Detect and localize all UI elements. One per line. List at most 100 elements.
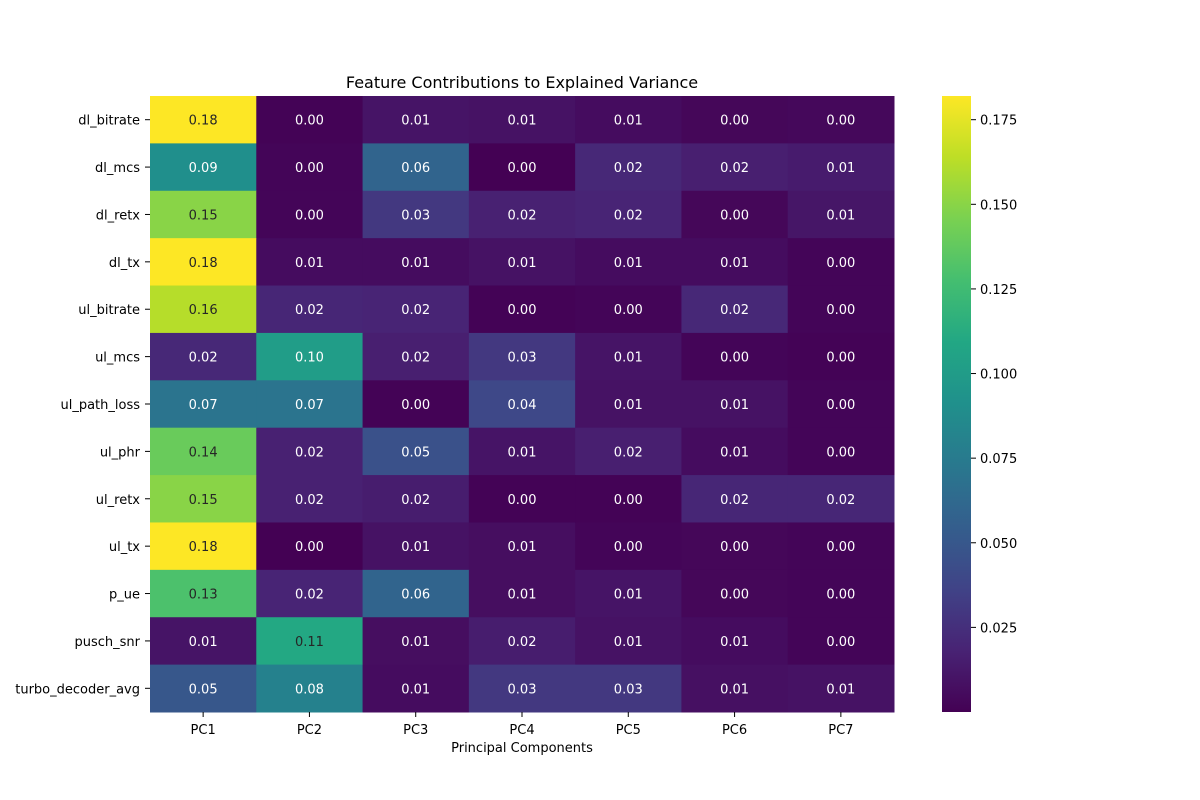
- y-tick-label: ul_path_loss: [60, 398, 140, 413]
- heatmap-cell: [362, 617, 470, 666]
- heatmap-cell: [575, 332, 682, 381]
- heatmap-cell: [681, 190, 789, 239]
- cell-value-label: 0.02: [720, 161, 749, 176]
- heatmap-cell: [468, 380, 576, 429]
- cell-value-label: 0.02: [401, 351, 430, 366]
- cell-value-label: 0.06: [401, 588, 430, 603]
- cell-value-label: 0.00: [295, 540, 324, 555]
- cell-value-label: 0.00: [508, 303, 537, 318]
- heatmap-cell: [256, 569, 364, 618]
- heatmap-cell: [362, 238, 470, 287]
- cell-value-label: 0.01: [614, 114, 643, 129]
- cell-value-label: 0.03: [614, 682, 643, 697]
- heatmap-cell: [150, 380, 257, 429]
- heatmap-cell: [681, 664, 789, 713]
- heatmap-cell: [468, 190, 576, 239]
- cell-value-label: 0.01: [826, 161, 855, 176]
- x-tick-label: PC4: [509, 723, 534, 738]
- cell-value-label: 0.01: [614, 256, 643, 271]
- heatmap-cell: [468, 332, 576, 381]
- heatmap-cell: [681, 332, 789, 381]
- y-tick-label: ul_bitrate: [78, 303, 140, 318]
- y-tick-label: ul_tx: [109, 540, 140, 555]
- cell-value-label: 0.00: [826, 351, 855, 366]
- cell-value-label: 0.14: [189, 445, 218, 460]
- heatmap-cell: [362, 96, 470, 144]
- y-tick-label: ul_phr: [100, 445, 141, 460]
- heatmap-cell: [787, 96, 895, 144]
- cell-value-label: 0.00: [295, 161, 324, 176]
- cell-value-label: 0.07: [189, 398, 218, 413]
- heatmap-cell: [468, 427, 576, 476]
- cell-value-label: 0.02: [826, 493, 855, 508]
- y-tick-label: pusch_snr: [74, 635, 140, 650]
- colorbar-tick-label: 0.175: [980, 114, 1017, 129]
- heatmap-cell: [575, 475, 682, 523]
- heatmap-cell: [256, 427, 364, 476]
- cell-value-label: 0.02: [614, 445, 643, 460]
- heatmap-cell: [575, 617, 682, 666]
- cell-value-label: 0.00: [508, 161, 537, 176]
- heatmap-cell: [150, 569, 257, 618]
- cell-value-label: 0.00: [826, 540, 855, 555]
- heatmap-cell: [468, 522, 576, 571]
- heatmap-cell: [256, 96, 364, 144]
- cell-value-label: 0.15: [189, 493, 218, 508]
- cell-value-label: 0.01: [614, 588, 643, 603]
- cell-value-label: 0.04: [508, 398, 537, 413]
- cell-value-label: 0.00: [826, 635, 855, 650]
- heatmap-cell: [150, 475, 257, 523]
- cell-value-label: 0.00: [401, 398, 430, 413]
- heatmap-cell: [575, 143, 682, 192]
- cell-value-label: 0.05: [189, 682, 218, 697]
- heatmap-cell: [575, 285, 682, 334]
- heatmap-cell: [362, 427, 470, 476]
- colorbar-tick-label: 0.100: [980, 368, 1017, 383]
- heatmap-cell: [681, 143, 789, 192]
- heatmap-cell: [362, 380, 470, 429]
- heatmap-cell: [256, 380, 364, 429]
- cell-value-label: 0.02: [401, 493, 430, 508]
- cell-value-label: 0.18: [189, 256, 218, 271]
- heatmap-cell: [787, 569, 895, 618]
- heatmap-cell: [150, 143, 257, 192]
- cell-value-label: 0.06: [401, 161, 430, 176]
- y-tick-label: ul_retx: [96, 493, 141, 508]
- heatmap-cell: [362, 190, 470, 239]
- cell-value-label: 0.01: [826, 208, 855, 223]
- colorbar-tick-label: 0.025: [980, 621, 1017, 636]
- colorbar-tick-label: 0.050: [980, 537, 1017, 552]
- heatmap-cell: [256, 522, 364, 571]
- heatmap-cell: [787, 522, 895, 571]
- x-axis-label: Principal Components: [451, 741, 593, 756]
- cell-value-label: 0.01: [508, 540, 537, 555]
- heatmap-cell: [787, 238, 895, 287]
- heatmap-cell: [575, 427, 682, 476]
- cell-value-label: 0.02: [189, 351, 218, 366]
- cell-value-label: 0.13: [189, 588, 218, 603]
- cell-value-label: 0.18: [189, 540, 218, 555]
- cell-value-label: 0.00: [826, 588, 855, 603]
- cell-value-label: 0.01: [508, 114, 537, 129]
- cell-value-label: 0.02: [401, 303, 430, 318]
- cell-value-label: 0.01: [508, 256, 537, 271]
- colorbar-gradient: [942, 96, 971, 712]
- heatmap-cell: [362, 475, 470, 523]
- column-labels: PC1 PC2 PC3 PC4 PC5 PC6 PC7: [191, 712, 853, 738]
- heatmap-cell: [256, 617, 364, 666]
- x-tick-label: PC5: [616, 723, 641, 738]
- cell-value-label: 0.00: [826, 398, 855, 413]
- heatmap-cell: [681, 617, 789, 666]
- heatmap-cell: [681, 380, 789, 429]
- heatmap-cell: [150, 427, 257, 476]
- heatmap-cell: [150, 617, 257, 666]
- heatmap-cell: [362, 522, 470, 571]
- heatmap-cell: [575, 96, 682, 144]
- heatmap-cell: [150, 664, 257, 713]
- cell-value-label: 0.01: [401, 682, 430, 697]
- heatmap-cell: [681, 427, 789, 476]
- x-tick-label: PC2: [297, 723, 322, 738]
- x-tick-label: PC1: [191, 723, 216, 738]
- cell-value-label: 0.02: [614, 161, 643, 176]
